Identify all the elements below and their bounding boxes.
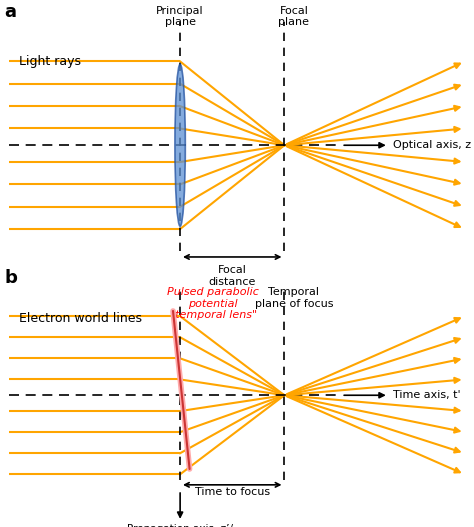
Text: Time axis, t': Time axis, t': [393, 391, 461, 400]
Text: a: a: [5, 3, 17, 21]
Text: Optical axis, z: Optical axis, z: [393, 140, 472, 150]
Text: Light rays: Light rays: [19, 55, 81, 68]
Text: Focal
plane: Focal plane: [278, 6, 310, 27]
Ellipse shape: [175, 64, 185, 226]
Text: Focal
distance: Focal distance: [209, 265, 256, 287]
Text: Principal
plane: Principal plane: [156, 6, 204, 27]
Text: Temporal
plane of focus: Temporal plane of focus: [255, 287, 333, 309]
Text: Pulsed parabolic
potential
"temporal lens": Pulsed parabolic potential "temporal len…: [167, 287, 259, 320]
Text: Time to focus: Time to focus: [195, 487, 270, 497]
Text: Electron world lines: Electron world lines: [19, 313, 142, 325]
Text: Propagation axis, z’/
temporal plane of
interaction: Propagation axis, z’/ temporal plane of …: [127, 524, 233, 527]
Text: b: b: [5, 269, 18, 287]
